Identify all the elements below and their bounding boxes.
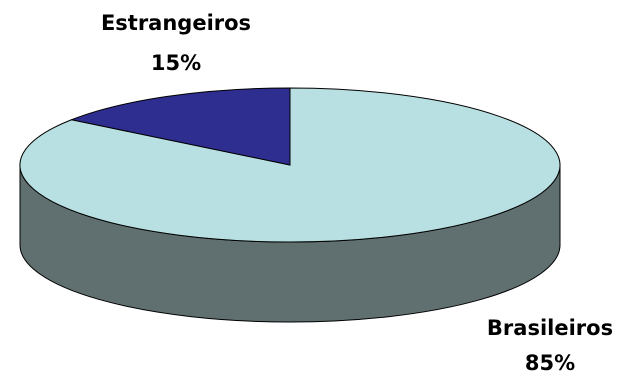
pie-top-face: [19, 87, 561, 243]
slice-label-group-brasileiros: Brasileiros 85%: [487, 316, 613, 375]
pie-slice-estrangeiros: [69, 87, 291, 166]
slice-value-estrangeiros: 15%: [151, 51, 201, 75]
slice-label-group-estrangeiros: Estrangeiros 15%: [101, 11, 251, 75]
slice-label-brasileiros: Brasileiros: [487, 316, 613, 340]
slice-value-brasileiros: 85%: [525, 351, 575, 375]
slice-label-estrangeiros: Estrangeiros: [101, 11, 251, 35]
